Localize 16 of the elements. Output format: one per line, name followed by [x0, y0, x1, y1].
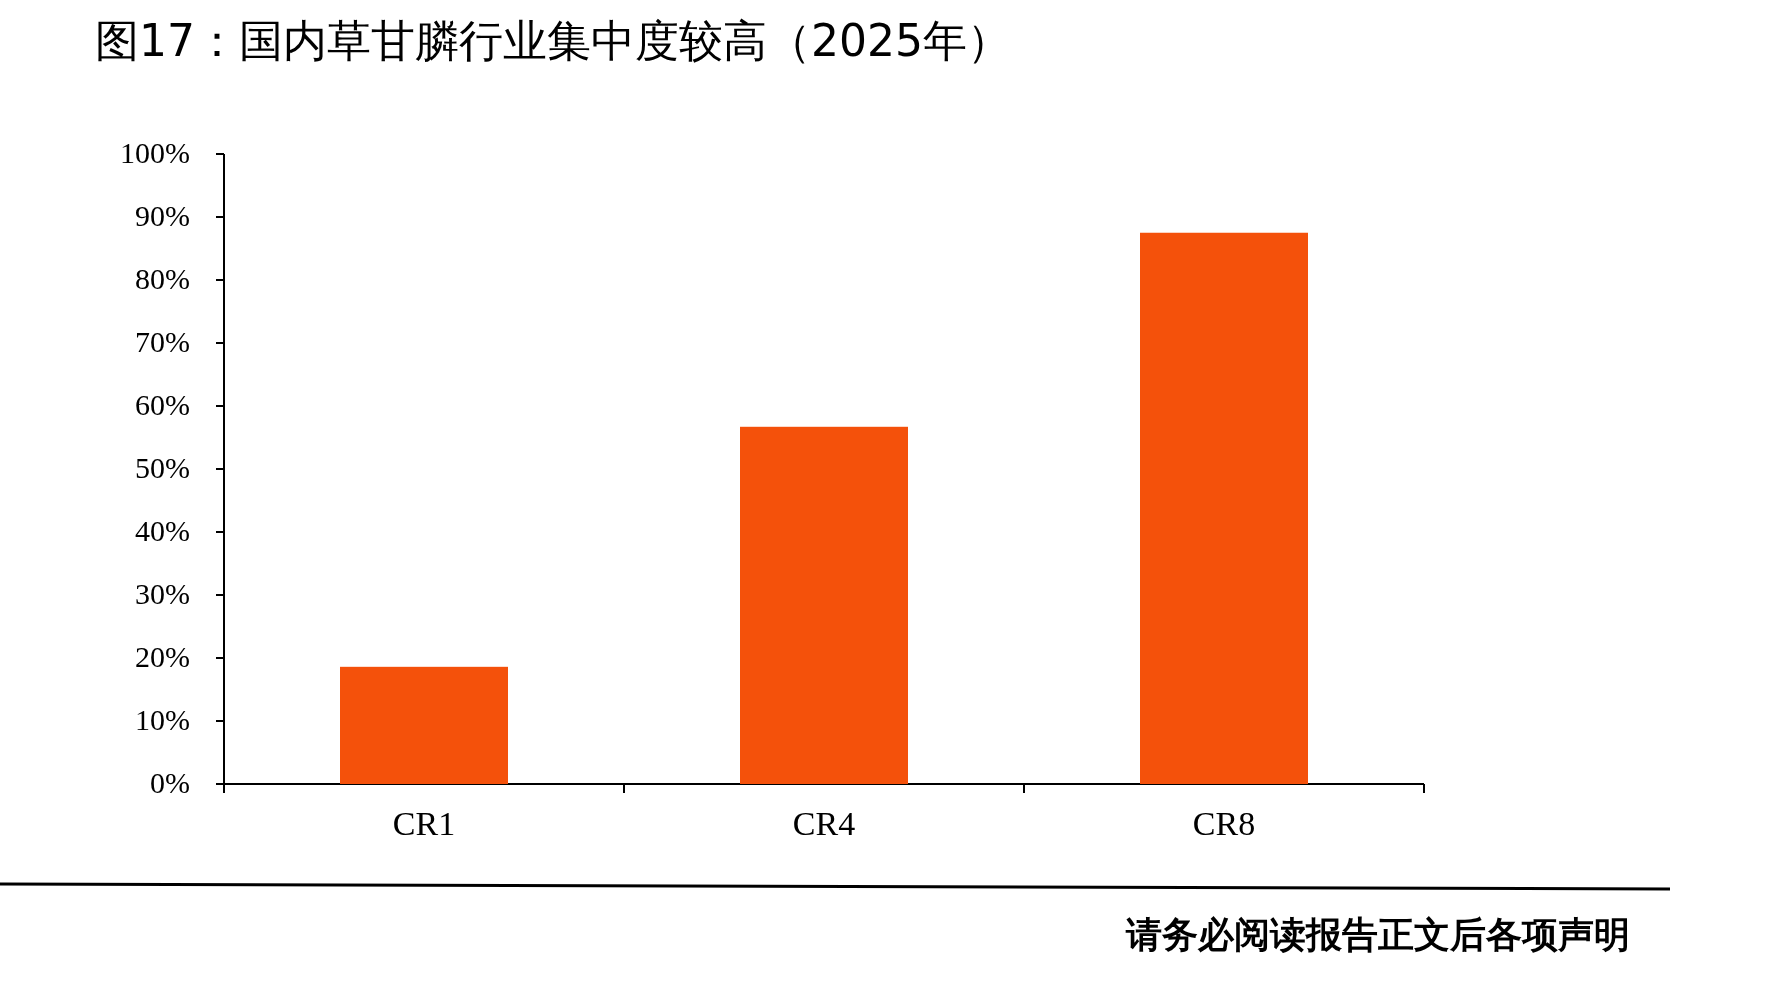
text: 请务必阅读报告正文后各项声明 [1125, 914, 1630, 955]
x-tick-label: CR8 [1192, 805, 1256, 842]
y-tick-label: 40% [135, 514, 190, 547]
y-tick-label: 80% [135, 262, 190, 295]
y-tick-label: 0% [150, 766, 190, 799]
y-tick-label: 100% [120, 136, 190, 169]
y-tick-label: 60% [135, 388, 190, 421]
y-tick-label: 30% [135, 577, 190, 610]
chart-title: 图17：国内草甘膦行业集中度较高（2025年） [95, 15, 1011, 66]
x-tick-label: CR4 [792, 805, 856, 842]
y-tick-label: 90% [135, 199, 190, 232]
y-tick-label: 50% [135, 451, 190, 484]
y-tick-label: 20% [135, 640, 190, 673]
y-tick-label: 70% [135, 325, 190, 358]
x-tick-label: CR1 [392, 805, 456, 842]
y-tick-label: 10% [135, 703, 190, 736]
